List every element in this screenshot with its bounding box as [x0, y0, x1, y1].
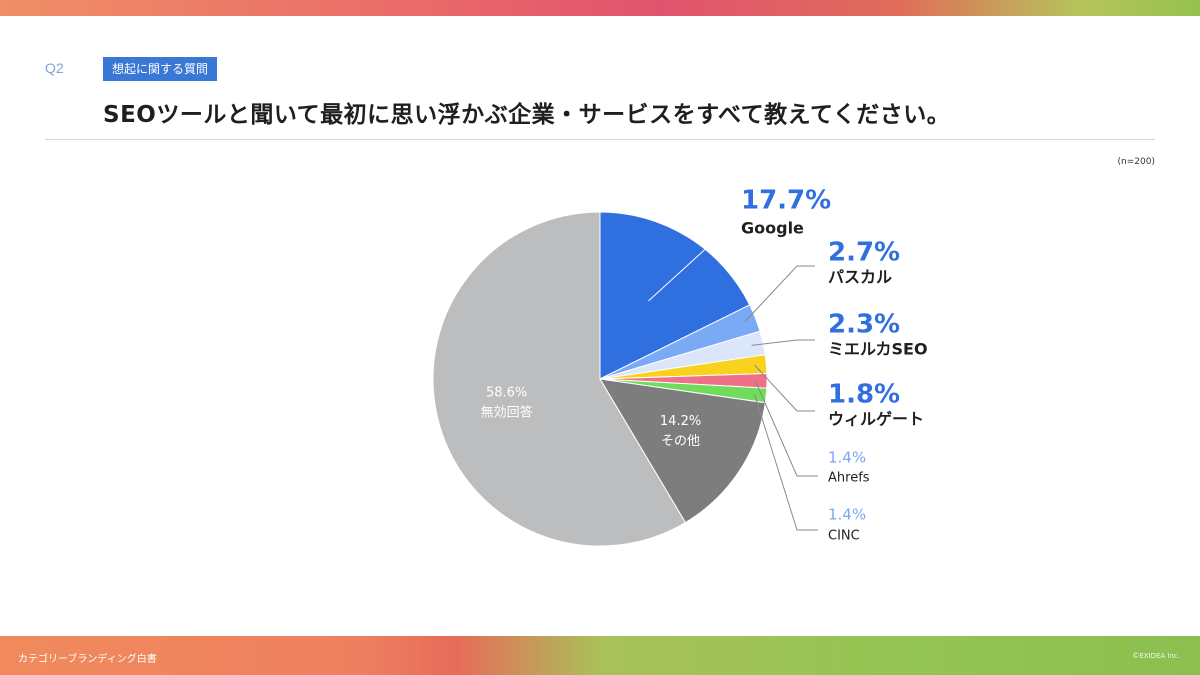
- leader-line-2: [744, 265, 815, 323]
- percent-label-2: 2.7%: [828, 238, 900, 268]
- leader-line-3: [751, 339, 815, 346]
- leader-line-4: [754, 364, 815, 412]
- leader-line-6: [754, 394, 818, 531]
- category-label-3: ミエルカSEO: [828, 340, 928, 359]
- question-category-tag: 想起に関する質問: [103, 57, 218, 81]
- category-label-6: CINC: [828, 529, 860, 544]
- percent-label-4: 1.8%: [828, 380, 900, 410]
- slice-labels: 17.7% Google 2.7%パスカル 2.3%ミエルカSEO 1.8%ウィルゲート…: [481, 186, 928, 544]
- percent-label-5: 1.4%: [828, 449, 866, 467]
- leader-lines: [648, 221, 818, 531]
- percent-label-3: 2.3%: [828, 310, 900, 340]
- footer-copyright: ©EXIDEA Inc.: [1132, 652, 1180, 660]
- percent-label-8: 58.6%: [486, 386, 527, 401]
- percent-label-6: 1.4%: [828, 506, 866, 524]
- pie-slice-8: [432, 211, 687, 547]
- sample-size: (n=200): [1117, 157, 1155, 167]
- category-label-7: その他: [661, 434, 700, 449]
- top-decorative-bar: [0, 0, 1200, 16]
- category-label-5: Ahrefs: [828, 471, 870, 486]
- question-number: Q2: [45, 60, 64, 76]
- category-label-8: 無効回答: [481, 405, 533, 421]
- category-label-1: Google: [741, 219, 804, 238]
- page-title: SEOツールと聞いて最初に思い浮かぶ企業・サービスをすべて教えてください。: [103, 102, 951, 128]
- category-label-2: パスカル: [828, 268, 892, 287]
- pie-slice-7: [599, 378, 766, 524]
- pie-slices: [432, 211, 768, 547]
- footer-publication-title: カテゴリーブランディング白書: [18, 654, 157, 665]
- bottom-decorative-bar: [0, 636, 1200, 675]
- leader-line-1: [648, 221, 736, 302]
- pie-slice-1: [599, 211, 751, 380]
- category-label-4: ウィルゲート: [828, 410, 924, 429]
- leader-line-5: [754, 380, 818, 477]
- title-divider: [45, 139, 1155, 140]
- percent-label-1: 17.7%: [741, 186, 831, 216]
- percent-label-7: 14.2%: [660, 414, 701, 429]
